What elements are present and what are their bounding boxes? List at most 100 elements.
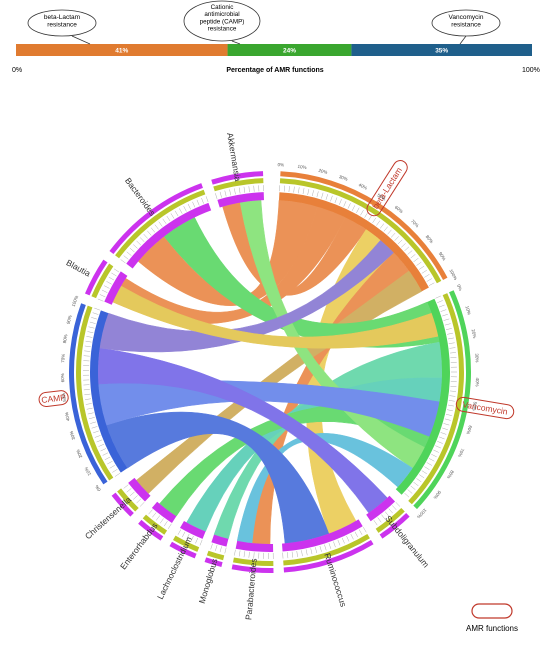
svg-text:50%: 50% bbox=[376, 192, 386, 201]
bar-value-label-2: 35% bbox=[435, 48, 448, 55]
amr-stacked-bar: 41% 24% 35% bbox=[16, 44, 532, 56]
node-arc-outer-9 bbox=[68, 303, 108, 485]
bar-segment-0 bbox=[16, 44, 228, 56]
node-arc-inner-9 bbox=[90, 310, 128, 473]
svg-text:0%: 0% bbox=[277, 162, 284, 167]
node-ticks-0 bbox=[279, 185, 435, 286]
chord-ribbon-16 bbox=[112, 285, 439, 349]
svg-text:70%: 70% bbox=[457, 448, 465, 458]
node-arc-outer-11 bbox=[109, 183, 203, 255]
node-arc-outer-5 bbox=[204, 557, 223, 568]
svg-text:Subdoligranulum: Subdoligranulum bbox=[383, 513, 431, 569]
node-arc-outer-3 bbox=[283, 540, 374, 573]
node-ticks-11 bbox=[120, 196, 209, 264]
node-arc-inner-11 bbox=[126, 202, 212, 269]
node-arc-inner-8 bbox=[128, 477, 151, 502]
node-arc-inner-10 bbox=[104, 271, 128, 305]
chord-diagram: beta-Lactam Vancomycin Subdoligranulum Rumi… bbox=[38, 132, 515, 620]
svg-text:60%: 60% bbox=[394, 205, 404, 215]
node-label-2: Subdoligranulum bbox=[383, 513, 431, 569]
bar-x-tick-0: 0% bbox=[12, 67, 22, 74]
node-arc-outer-4 bbox=[231, 564, 274, 573]
svg-text:90%: 90% bbox=[433, 490, 442, 500]
bar-x-tick-100: 100% bbox=[522, 67, 540, 74]
node-arc-outer-2 bbox=[379, 512, 410, 539]
svg-text:Bacteroides: Bacteroides bbox=[123, 176, 158, 218]
svg-text:CAMP: CAMP bbox=[41, 392, 67, 405]
node-arc-mid-7 bbox=[142, 514, 168, 535]
bar-value-label-1: 24% bbox=[283, 48, 296, 55]
node-arc-mid-11 bbox=[115, 189, 206, 259]
bar-callout-vancomycin: Vancomycin resistance bbox=[431, 9, 501, 45]
node-arc-mid-3 bbox=[283, 534, 370, 566]
node-label-10: Blautia bbox=[65, 257, 93, 278]
svg-text:100%: 100% bbox=[71, 295, 80, 308]
node-label-8: Christensenella bbox=[83, 494, 133, 541]
svg-text:Christensenella: Christensenella bbox=[83, 494, 133, 541]
node-label-11: Bacteroides bbox=[123, 176, 158, 218]
node-arc-mid-2 bbox=[375, 507, 405, 533]
svg-text:100%: 100% bbox=[448, 268, 458, 281]
node-arc-inner-7 bbox=[151, 501, 177, 523]
node-arc-outer-7 bbox=[138, 519, 164, 541]
node-ticks-9 bbox=[83, 307, 121, 477]
svg-text:80%: 80% bbox=[425, 234, 435, 244]
node-label-9: CAMP bbox=[38, 390, 69, 407]
svg-text:40%: 40% bbox=[358, 182, 368, 191]
svg-text:70%: 70% bbox=[410, 219, 420, 229]
node-ticks-8 bbox=[123, 484, 145, 507]
node-ticks-10 bbox=[97, 268, 120, 302]
svg-text:80%: 80% bbox=[446, 469, 455, 479]
svg-text:40%: 40% bbox=[64, 412, 71, 422]
svg-text:10%: 10% bbox=[83, 466, 92, 476]
node-arc-outer-8 bbox=[111, 492, 134, 517]
node-label-3: Ruminococcus bbox=[322, 552, 348, 608]
svg-text:Monoglobus: Monoglobus bbox=[197, 557, 220, 604]
svg-text:Ruminococcus: Ruminococcus bbox=[322, 552, 348, 608]
svg-text:Akkermansia: Akkermansia bbox=[225, 132, 243, 182]
svg-text:60%: 60% bbox=[60, 373, 65, 382]
bar-title: Percentage of AMR functions bbox=[226, 67, 323, 74]
svg-text:Blautia: Blautia bbox=[65, 257, 93, 278]
node-ticks-6 bbox=[177, 529, 203, 546]
node-label-12: Akkermansia bbox=[225, 132, 243, 182]
node-arc-mid-5 bbox=[206, 550, 225, 561]
node-arc-outer-12 bbox=[211, 171, 264, 185]
node-ticks-12 bbox=[215, 185, 264, 199]
svg-text:Vancomycin: Vancomycin bbox=[462, 399, 509, 416]
callout-text-camp: Cationic antimicrobial peptide (CAMP) resis… bbox=[200, 4, 245, 33]
node-label-7: Enterorhabdus bbox=[118, 521, 160, 572]
svg-text:30%: 30% bbox=[69, 430, 77, 440]
node-arc-inner-2 bbox=[366, 495, 396, 522]
node-arc-inner-12 bbox=[217, 192, 264, 208]
svg-text:40%: 40% bbox=[475, 378, 480, 387]
node-label-5: Monoglobus bbox=[197, 557, 220, 604]
svg-text:80%: 80% bbox=[62, 334, 68, 344]
node-ticks-7 bbox=[148, 509, 172, 529]
legend: AMR functions bbox=[466, 603, 518, 633]
svg-text:Enterorhabdus: Enterorhabdus bbox=[118, 521, 160, 572]
svg-text:20%: 20% bbox=[318, 168, 328, 175]
node-arc-inner-3 bbox=[281, 519, 363, 552]
node-arc-mid-9 bbox=[76, 305, 114, 481]
svg-text:20%: 20% bbox=[75, 449, 83, 459]
svg-text:90%: 90% bbox=[66, 315, 73, 325]
callout-text-vancomycin: Vancomycin resistance bbox=[449, 14, 484, 29]
node-arc-inner-1 bbox=[395, 298, 451, 495]
svg-text:0%: 0% bbox=[94, 484, 102, 492]
node-arc-inner-5 bbox=[211, 534, 229, 547]
chord-node-arcs bbox=[68, 171, 472, 573]
node-arc-mid-10 bbox=[91, 263, 114, 299]
svg-text:10%: 10% bbox=[464, 305, 471, 315]
svg-text:0%: 0% bbox=[456, 284, 463, 292]
svg-text:30%: 30% bbox=[338, 174, 348, 182]
node-arc-mid-8 bbox=[117, 488, 139, 512]
bar-segment-1 bbox=[227, 44, 352, 56]
svg-text:30%: 30% bbox=[474, 353, 480, 362]
callout-text-beta-lactam: beta-Lactam resistance bbox=[44, 14, 80, 29]
svg-text:beta-Lactam: beta-Lactam bbox=[370, 166, 404, 211]
svg-text:50%: 50% bbox=[471, 401, 477, 411]
node-arc-mid-12 bbox=[213, 178, 264, 192]
node-ticks-4 bbox=[234, 549, 274, 559]
